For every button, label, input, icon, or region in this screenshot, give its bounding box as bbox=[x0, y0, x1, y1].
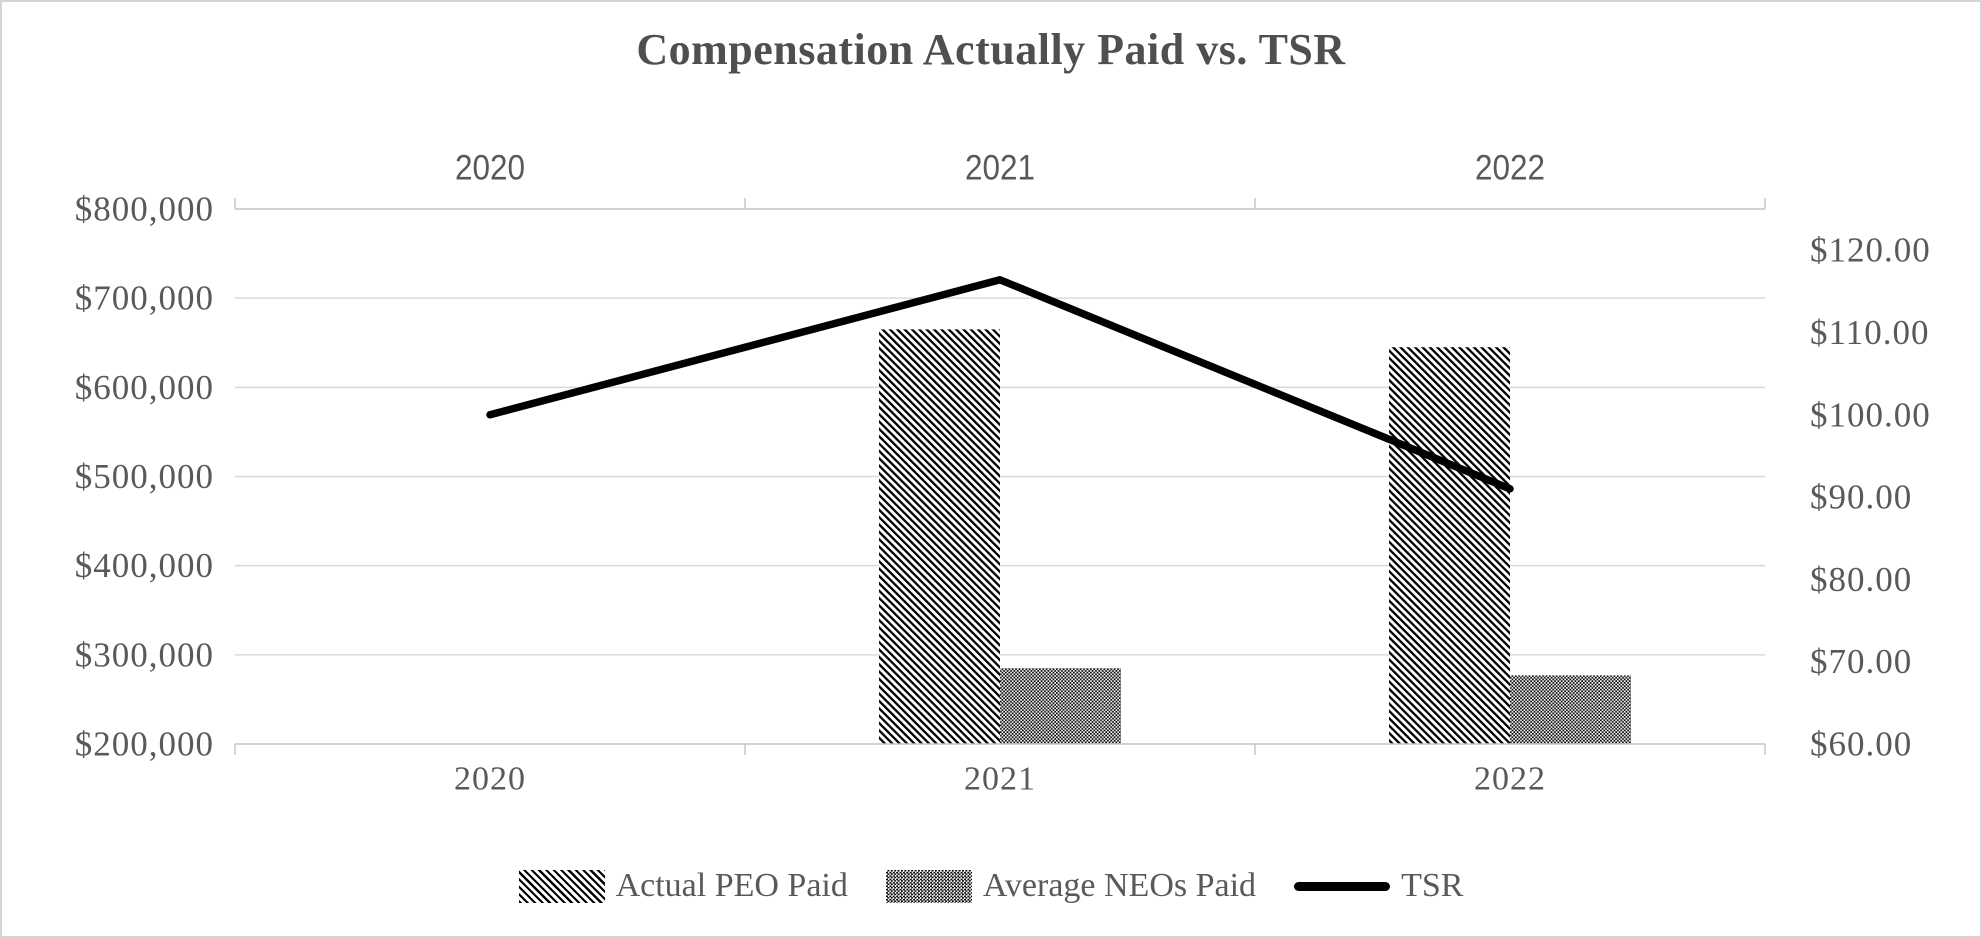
bottom-axis-label: 2021 bbox=[964, 761, 1036, 798]
legend-swatch-average-neos-paid bbox=[885, 869, 972, 903]
bottom-axis-label: 2022 bbox=[1474, 761, 1546, 798]
right-axis-label: $60.00 bbox=[1810, 725, 1912, 764]
right-axis-label: $100.00 bbox=[1810, 395, 1931, 434]
right-axis-label: $80.00 bbox=[1810, 560, 1912, 599]
left-axis-label: $300,000 bbox=[75, 635, 214, 674]
legend-item-average-neos-paid: Average NEOs Paid bbox=[885, 867, 1257, 905]
top-axis-label: 2021 bbox=[965, 149, 1035, 188]
legend-swatch-tsr bbox=[1294, 881, 1391, 891]
bar-actual-peo-paid-2022 bbox=[1389, 347, 1510, 744]
legend-label-actual-peo-paid: Actual PEO Paid bbox=[615, 867, 848, 904]
left-axis-label: $600,000 bbox=[75, 368, 214, 407]
bar-average-neos-paid-2021 bbox=[1000, 668, 1121, 744]
legend-item-actual-peo-paid: Actual PEO Paid bbox=[518, 867, 848, 905]
right-axis-label: $120.00 bbox=[1810, 231, 1931, 270]
left-axis-label: $800,000 bbox=[75, 190, 214, 229]
bar-actual-peo-paid-2021 bbox=[879, 329, 1000, 744]
top-axis-label: 2022 bbox=[1475, 149, 1545, 188]
legend-swatch-actual-peo-paid bbox=[518, 869, 605, 903]
left-axis-label: $400,000 bbox=[75, 546, 214, 585]
left-axis-label: $700,000 bbox=[75, 279, 214, 318]
legend-item-tsr: TSR bbox=[1294, 867, 1463, 905]
legend-label-average-neos-paid: Average NEOs Paid bbox=[982, 867, 1257, 904]
bottom-axis-label: 2020 bbox=[454, 761, 526, 798]
right-axis-label: $70.00 bbox=[1810, 642, 1912, 681]
left-axis-label: $500,000 bbox=[75, 457, 214, 496]
tsr-line bbox=[486, 276, 1514, 493]
bar-average-neos-paid-2022 bbox=[1510, 675, 1631, 744]
top-axis-label: 2020 bbox=[455, 149, 525, 188]
legend: Actual PEO Paid Average NEOs Paid TSR bbox=[2, 858, 1980, 914]
right-axis-label: $110.00 bbox=[1810, 313, 1929, 352]
chart-title: Compensation Actually Paid vs. TSR bbox=[636, 25, 1346, 74]
left-axis-label: $200,000 bbox=[75, 725, 214, 764]
legend-label-tsr: TSR bbox=[1401, 867, 1464, 904]
right-axis-label: $90.00 bbox=[1810, 478, 1912, 517]
